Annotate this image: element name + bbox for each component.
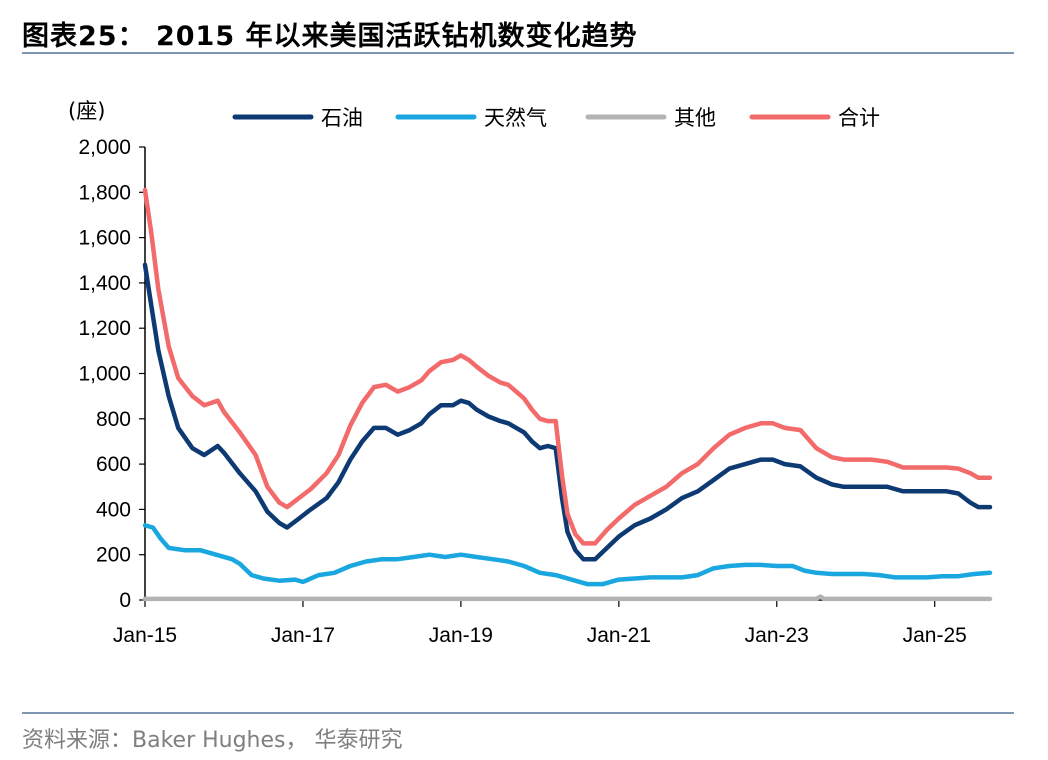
y-tick-label: 600 — [96, 453, 131, 476]
y-tick-label: 2,000 — [78, 136, 131, 159]
chart-legend: 石油 天然气 其他 合计 — [232, 106, 880, 130]
y-tick-label: 1,600 — [78, 227, 131, 250]
x-tick-label: Jan-19 — [429, 624, 493, 647]
y-tick-label: 1,800 — [78, 181, 131, 204]
y-tick-label: 0 — [119, 589, 131, 612]
legend-label: 合计 — [838, 106, 880, 130]
y-tick-label: 200 — [96, 544, 131, 567]
series-line-合计 — [142, 187, 993, 546]
series-line-其他 — [142, 594, 993, 602]
y-tick-label: 1,400 — [78, 272, 131, 295]
source-divider — [22, 712, 1014, 714]
legend-label: 天然气 — [484, 106, 547, 130]
y-tick-label: 1,200 — [78, 317, 131, 340]
legend-label: 其他 — [674, 106, 716, 130]
y-tick-label: 400 — [96, 498, 131, 521]
legend-label: 石油 — [321, 106, 363, 130]
x-tick-label: Jan-17 — [271, 624, 335, 647]
y-axis-unit-label: (座) — [68, 99, 105, 123]
x-tick-label: Jan-15 — [113, 624, 177, 647]
x-tick-label: Jan-23 — [745, 624, 809, 647]
source-note: 资料来源：Baker Hughes， 华泰研究 — [22, 728, 403, 753]
y-tick-label: 1,000 — [78, 363, 131, 386]
chart-axes: 0 200 400 600 800 1,000 1,200 1,400 1,600 1,800 2,… — [78, 136, 990, 647]
x-tick-label: Jan-25 — [903, 624, 967, 647]
line-chart: 石油 天然气 其他 合计 (座) 0 200 400 600 800 1,000 1,200 1,4… — [68, 99, 993, 647]
chart-series — [142, 187, 993, 602]
figure-title: 图表25： 2015 年以来美国活跃钻机数变化趋势 — [22, 21, 638, 52]
y-tick-label: 800 — [96, 408, 131, 431]
series-line-石油 — [142, 262, 993, 562]
series-line-天然气 — [142, 523, 993, 587]
x-tick-label: Jan-21 — [587, 624, 651, 647]
title-divider — [22, 52, 1014, 54]
